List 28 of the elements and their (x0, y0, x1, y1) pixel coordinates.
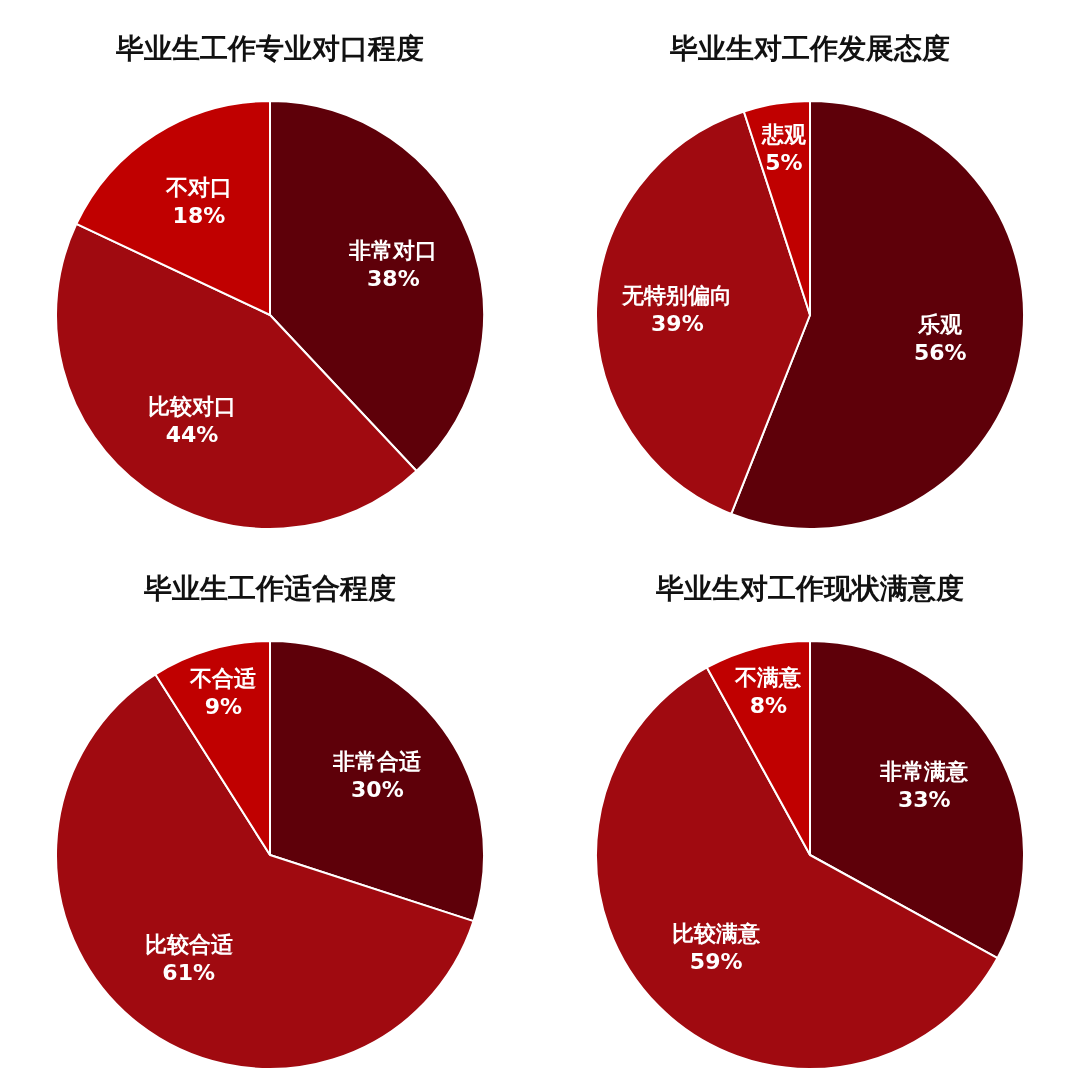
slice-label: 比较对口 (148, 394, 237, 420)
slice-label: 非常满意 (879, 759, 970, 785)
chart-title: 毕业生工作专业对口程度 (115, 31, 425, 67)
data-label: 30% (351, 776, 404, 802)
chart-title: 毕业生工作适合程度 (143, 571, 397, 607)
data-label: 44% (165, 422, 219, 448)
slice-label: 悲观 (760, 121, 807, 147)
chart-title: 毕业生对工作现状满意度 (655, 571, 965, 607)
slice-label: 不满意 (734, 665, 803, 691)
slice-label: 乐观 (917, 311, 964, 337)
data-label: 38% (367, 265, 420, 291)
data-label: 8% (749, 693, 788, 719)
slice-label: 不合适 (189, 666, 257, 692)
data-label: 56% (913, 339, 967, 365)
slice-label: 不对口 (164, 174, 232, 200)
data-label: 39% (651, 310, 704, 336)
data-label: 33% (897, 787, 951, 813)
slice-label: 比较合适 (144, 931, 233, 957)
data-label: 59% (689, 948, 743, 974)
data-label: 9% (204, 694, 243, 720)
slice-label: 比较满意 (672, 920, 762, 946)
chart-title: 毕业生对工作发展态度 (669, 31, 951, 67)
data-label: 61% (162, 959, 216, 985)
slice-label: 非常合适 (332, 748, 422, 774)
data-label: 5% (765, 149, 803, 175)
slice-label: 无特别偏向 (621, 282, 733, 308)
slice-label: 非常对口 (348, 237, 438, 263)
data-label: 18% (172, 202, 226, 228)
